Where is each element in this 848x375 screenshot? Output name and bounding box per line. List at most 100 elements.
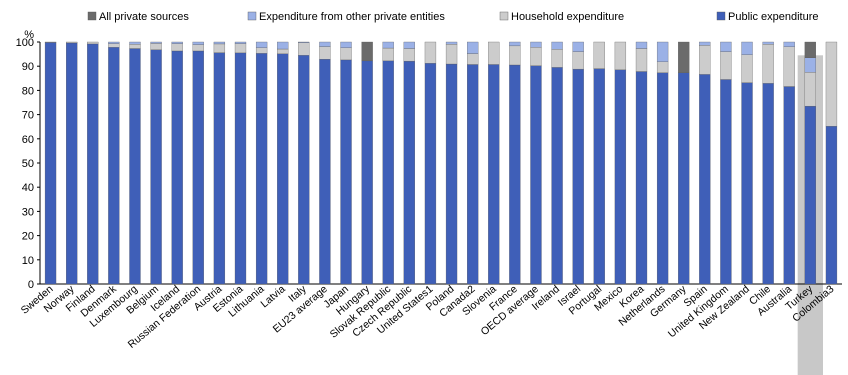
bar-expenditure-from-other-private-entities [192,41,204,45]
bar-expenditure-from-other-private-entities [213,41,226,45]
bar-household-expenditure [255,47,268,54]
bar-expenditure-from-other-private-entities [530,41,542,48]
bar-household-expenditure [213,43,226,53]
bar-household-expenditure [424,41,437,64]
bar-public-expenditure [572,68,584,285]
bar-household-expenditure [635,48,648,72]
bar-all-private-sources [804,41,816,58]
bar-expenditure-from-other-private-entities [255,41,268,48]
bar-public-expenditure [488,64,500,285]
bar-household-expenditure [593,41,605,69]
y-tick-label: 90 [22,61,34,73]
bar-public-expenditure [44,42,57,285]
bar-expenditure-from-other-private-entities [783,41,795,47]
bar-public-expenditure [741,82,753,285]
bar-public-expenditure [509,64,521,285]
bar-public-expenditure [551,67,563,285]
bar-public-expenditure [66,42,78,285]
y-tick-label: 40 [22,182,34,194]
bar-public-expenditure [614,69,627,285]
bar-expenditure-from-other-private-entities [171,41,183,44]
legend-label: All private sources [99,11,189,23]
bars [44,41,838,285]
bar-expenditure-from-other-private-entities [509,41,521,47]
bar-public-expenditure [804,105,816,285]
bar-expenditure-from-other-private-entities [572,41,584,52]
bar-public-expenditure [656,72,669,285]
bar-expenditure-from-other-private-entities [234,41,247,44]
bar-household-expenditure [720,51,732,80]
bar-expenditure-from-other-private-entities [382,41,394,49]
chart-legend: All private sources Expenditure from othe… [87,11,819,23]
bar-household-expenditure [741,54,753,83]
bar-household-expenditure [656,61,669,73]
y-tick-label: 10 [22,255,34,267]
y-tick-label: 50 [22,158,34,170]
bar-public-expenditure [319,59,331,285]
bar-expenditure-from-other-private-entities [340,41,352,48]
bar-expenditure-from-other-private-entities [298,41,310,43]
y-tick-label: 30 [22,206,34,218]
y-tick-label: 20 [22,231,34,243]
bar-public-expenditure [678,72,690,285]
bar-public-expenditure [277,53,289,285]
bar-expenditure-from-other-private-entities [720,41,732,52]
bar-public-expenditure [825,126,838,285]
bar-expenditure-from-other-private-entities [467,41,479,54]
bar-expenditure-from-other-private-entities [108,41,120,44]
legend-swatch [499,11,509,21]
bar-public-expenditure [783,86,795,285]
bar-expenditure-from-other-private-entities [150,41,162,44]
y-tick-label: 70 [22,110,34,122]
bar-household-expenditure [572,51,584,70]
legend-swatch [716,11,726,21]
bar-public-expenditure [720,79,732,285]
bar-household-expenditure [234,43,247,54]
bar-household-expenditure [298,42,310,56]
bar-household-expenditure [319,46,331,60]
bar-expenditure-from-other-private-entities [762,41,774,45]
bar-expenditure-from-other-private-entities [699,41,711,46]
bar-expenditure-from-other-private-entities [445,41,458,45]
bar-public-expenditure [108,47,120,285]
bar-household-expenditure [382,47,394,62]
bar-expenditure-from-other-private-entities [741,41,753,55]
bar-all-private-sources [678,41,690,73]
bar-public-expenditure [192,50,204,285]
legend-label: Household expenditure [511,11,624,23]
bar-public-expenditure [340,59,352,285]
category-label: Latvia [258,283,287,310]
y-tick-label: 80 [22,85,34,97]
bar-public-expenditure [382,60,394,285]
bar-all-private-sources [361,41,373,62]
bar-household-expenditure [150,43,162,50]
legend-label: Expenditure from other private entities [259,11,445,23]
bar-household-expenditure [66,41,78,44]
bar-household-expenditure [108,43,120,48]
bar-household-expenditure [192,44,204,52]
y-tick-label: 100 [16,37,34,49]
bar-public-expenditure [530,65,542,285]
bar-household-expenditure [171,43,183,52]
bar-public-expenditure [150,49,162,285]
legend-swatch [87,11,97,21]
legend-label: Public expenditure [728,11,819,23]
bar-household-expenditure [129,44,141,49]
y-axis-unit-label: % [24,29,34,41]
bar-household-expenditure [403,48,415,62]
bar-public-expenditure [593,68,605,285]
bar-household-expenditure [551,49,563,68]
legend-swatch [247,11,257,21]
bar-public-expenditure [762,83,774,285]
bar-household-expenditure [277,48,289,55]
x-axis-labels: SwedenNorwayFinlandDenmarkLuxembourgBelg… [19,283,837,351]
bar-household-expenditure [762,44,774,84]
bar-public-expenditure [298,55,310,285]
bar-public-expenditure [87,43,99,285]
bar-public-expenditure [424,63,437,285]
bar-public-expenditure [467,64,479,285]
bar-household-expenditure [488,41,500,65]
bar-household-expenditure [783,46,795,87]
bar-household-expenditure [467,53,479,65]
